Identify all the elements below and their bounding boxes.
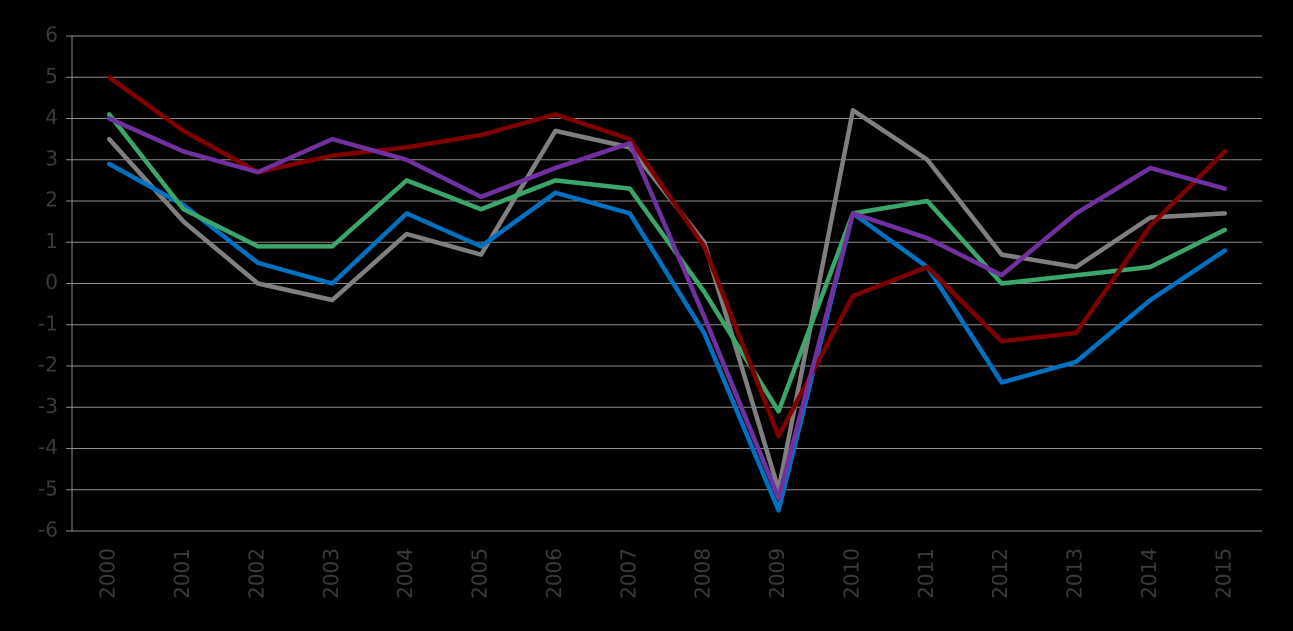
y-tick-label: 4 [45, 105, 58, 129]
x-tick-label: 2004 [393, 548, 417, 599]
line-series [106, 116, 1228, 501]
x-tick-label: 2011 [914, 548, 938, 599]
x-tick-label: 2010 [839, 548, 863, 599]
y-tick-label: -2 [38, 353, 58, 377]
y-tick-label: 0 [45, 270, 58, 294]
x-tick-label: 2005 [468, 548, 492, 599]
y-tick-label: 1 [45, 229, 58, 253]
y-tick-label: -5 [38, 476, 58, 500]
y-tick-label: 2 [45, 188, 58, 212]
x-tick-label: 2008 [691, 548, 715, 599]
y-tick-label: 3 [45, 146, 58, 170]
x-tick-label: 2013 [1063, 548, 1087, 599]
line-series [106, 112, 1228, 414]
x-tick-label: 2002 [244, 548, 268, 599]
x-tick-label: 2003 [319, 548, 343, 599]
line-series [106, 161, 1228, 513]
y-tick-label: -4 [38, 435, 58, 459]
x-tick-label: 2001 [170, 548, 194, 599]
x-tick-label: 2007 [616, 548, 640, 599]
line-series [106, 75, 1228, 439]
x-tick-label: 2015 [1211, 548, 1235, 599]
y-tick-label: -6 [38, 518, 58, 542]
y-tick-label: -3 [38, 394, 58, 418]
x-tick-label: 2006 [542, 548, 566, 599]
x-tick-label: 2000 [96, 548, 120, 599]
y-tick-label: -1 [38, 311, 58, 335]
x-tick-label: 2009 [765, 548, 789, 599]
x-tick-label: 2014 [1137, 548, 1161, 599]
y-tick-label: 5 [45, 64, 58, 88]
y-tick-label: 6 [45, 23, 58, 47]
x-tick-label: 2012 [988, 548, 1012, 599]
